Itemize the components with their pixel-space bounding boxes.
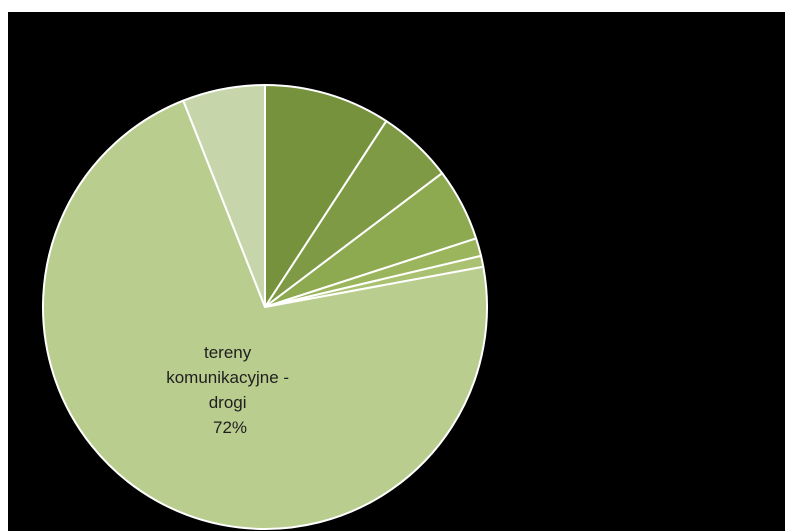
- label-line-2: komunikacyjne -: [166, 368, 289, 387]
- pie-slices: [42, 84, 488, 530]
- label-line-3: drogi: [209, 393, 247, 412]
- slice-label-tereny-komunikacyjne: tereny komunikacyjne - drogi 72%: [166, 343, 294, 437]
- pie-slice-7: [182, 84, 266, 308]
- label-line-1: tereny: [204, 343, 252, 362]
- pie-slice-6: [42, 99, 488, 530]
- label-line-4: 72%: [213, 418, 247, 437]
- pie-slice-1: [264, 84, 388, 308]
- chart-area: tereny komunikacyjne - drogi 72%: [8, 12, 785, 531]
- pie-chart: tereny komunikacyjne - drogi 72%: [42, 84, 488, 530]
